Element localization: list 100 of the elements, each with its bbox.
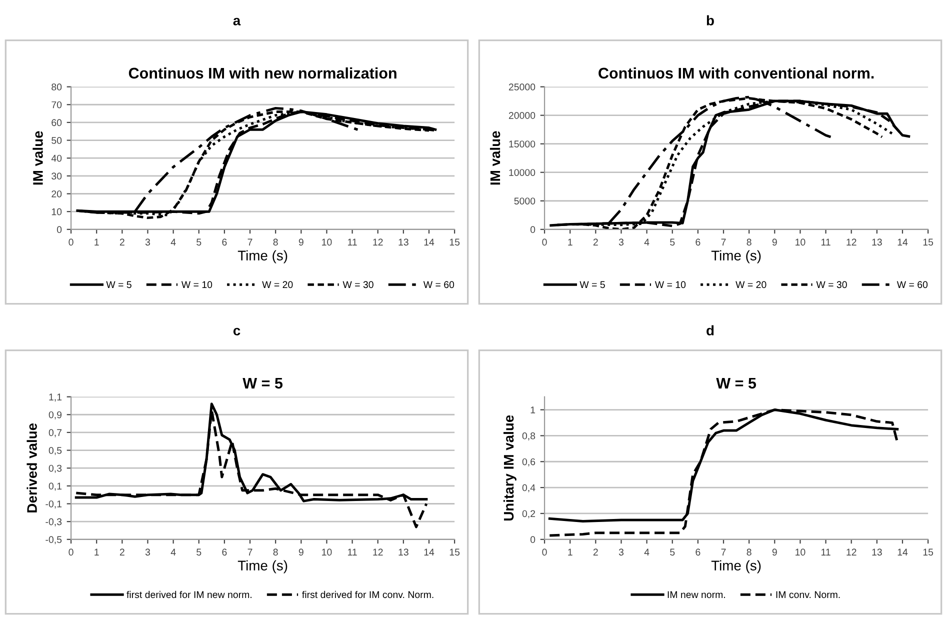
legend-label: W = 5 <box>106 281 132 288</box>
y-tick-label: 30 <box>52 172 62 180</box>
y-tick-label: -0,1 <box>46 500 62 509</box>
x-tick-label: 7 <box>721 238 726 246</box>
x-tick-label: 13 <box>872 548 882 556</box>
y-tick-label: 15000 <box>509 140 536 148</box>
y-tick-label: 80 <box>52 84 62 90</box>
x-tick-label: 14 <box>424 238 434 246</box>
y-tick-label: 5000 <box>514 198 536 204</box>
y-axis-title: IM value <box>490 131 500 185</box>
x-tick-label: 10 <box>322 238 332 246</box>
x-tick-label: 9 <box>772 548 777 556</box>
y-tick-label: 0,8 <box>522 432 536 440</box>
x-tick-label: 0 <box>542 548 547 556</box>
x-tick-label: 1 <box>94 548 99 556</box>
text: d <box>706 325 714 336</box>
text: a <box>233 18 241 26</box>
x-tick-label: 6 <box>696 548 700 556</box>
y-tick-label: 0,2 <box>522 510 536 518</box>
x-tick-label: 12 <box>373 548 383 556</box>
y-tick-label: 0 <box>530 226 536 234</box>
legend-label: IM conv. Norm. <box>776 591 840 598</box>
legend-label: W = 20 <box>736 281 766 288</box>
y-tick-label: 25000 <box>508 84 536 90</box>
y-tick-label: 1 <box>530 406 536 414</box>
x-tick-label: 1 <box>568 548 572 556</box>
x-axis-title: Time (s) <box>238 560 288 574</box>
x-tick-label: 7 <box>248 238 252 246</box>
y-tick-label: 0,7 <box>48 429 62 438</box>
x-tick-label: 6 <box>222 238 227 246</box>
legend-label: first derived for IM conv. Norm. <box>302 590 434 598</box>
x-tick-label: 3 <box>618 548 624 556</box>
y-tick-label: 20 <box>52 190 62 198</box>
x-tick-label: 8 <box>746 238 752 246</box>
x-axis-title: Time (s) <box>238 250 288 264</box>
y-tick-label: 0,4 <box>522 484 536 492</box>
y-tick-label: 70 <box>52 101 62 108</box>
x-tick-label: 11 <box>821 238 830 246</box>
legend-label: first derived for IM new norm. <box>126 590 252 598</box>
x-tick-label: 10 <box>322 548 332 556</box>
x-tick-label: 9 <box>298 238 304 246</box>
x-tick-label: 8 <box>273 238 278 246</box>
legend-label: W = 20 <box>262 281 293 288</box>
x-tick-label: 11 <box>348 238 357 246</box>
chart-title: Continuos IM with conventional norm. <box>598 67 874 79</box>
text: b <box>706 15 714 26</box>
x-tick-label: 2 <box>593 548 598 556</box>
y-tick-label: 50 <box>52 137 62 144</box>
x-tick-label: 3 <box>145 238 150 246</box>
x-tick-label: 4 <box>170 238 176 246</box>
x-tick-label: 0 <box>68 238 74 246</box>
x-tick-label: 11 <box>348 548 357 556</box>
x-tick-label: 15 <box>450 548 460 556</box>
legend-label: IM new norm. <box>668 591 725 598</box>
chart-title: W = 5 <box>242 378 283 389</box>
y-tick-label: 0,5 <box>48 447 62 456</box>
x-tick-label: 5 <box>196 238 202 246</box>
y-tick-label: 10000 <box>509 169 536 176</box>
x-tick-label: 5 <box>196 548 202 556</box>
y-axis-title: Unitary IM value <box>503 415 516 521</box>
x-tick-label: 8 <box>746 548 752 556</box>
x-tick-label: 13 <box>872 238 882 246</box>
y-tick-label: 0,1 <box>48 482 62 491</box>
x-tick-label: 15 <box>450 238 460 246</box>
x-tick-label: 14 <box>424 548 434 556</box>
chart-title: W = 5 <box>716 378 756 389</box>
y-tick-label: 0 <box>530 536 536 544</box>
x-tick-label: 5 <box>670 238 675 246</box>
y-tick-label: 40 <box>51 154 62 162</box>
text: c <box>233 328 240 336</box>
y-tick-label: -0,3 <box>46 518 62 526</box>
legend-label: W = 60 <box>423 281 454 288</box>
x-tick-label: 11 <box>821 548 830 556</box>
x-tick-label: 4 <box>644 548 650 556</box>
y-tick-label: 0 <box>56 226 62 234</box>
x-tick-label: 12 <box>373 238 383 246</box>
x-tick-label: 6 <box>222 548 227 556</box>
x-tick-label: 6 <box>696 238 700 246</box>
y-tick-label: 10 <box>52 208 62 216</box>
y-tick-label: 20000 <box>508 112 536 119</box>
x-tick-label: 2 <box>120 548 124 556</box>
x-tick-label: 3 <box>618 238 624 246</box>
y-axis-title: IM value <box>32 131 43 185</box>
x-tick-label: 7 <box>721 548 726 556</box>
y-axis-title: Derived value <box>26 423 37 512</box>
x-tick-label: 3 <box>145 548 150 556</box>
y-tick-label: 0,3 <box>48 464 62 473</box>
x-tick-label: 9 <box>772 238 777 246</box>
x-tick-label: 0 <box>68 548 74 556</box>
x-tick-label: 5 <box>670 548 675 556</box>
x-tick-label: 13 <box>398 548 408 556</box>
y-tick-label: 1,1 <box>49 394 62 402</box>
x-tick-label: 2 <box>593 238 598 246</box>
legend-label: W = 30 <box>342 281 374 288</box>
x-tick-label: 10 <box>796 548 806 556</box>
y-tick-label: -0,5 <box>46 536 62 544</box>
x-tick-label: 7 <box>248 548 252 556</box>
chart-title: Continuos IM with new normalization <box>128 67 396 79</box>
x-tick-label: 13 <box>398 238 408 246</box>
x-tick-label: 14 <box>898 238 908 246</box>
